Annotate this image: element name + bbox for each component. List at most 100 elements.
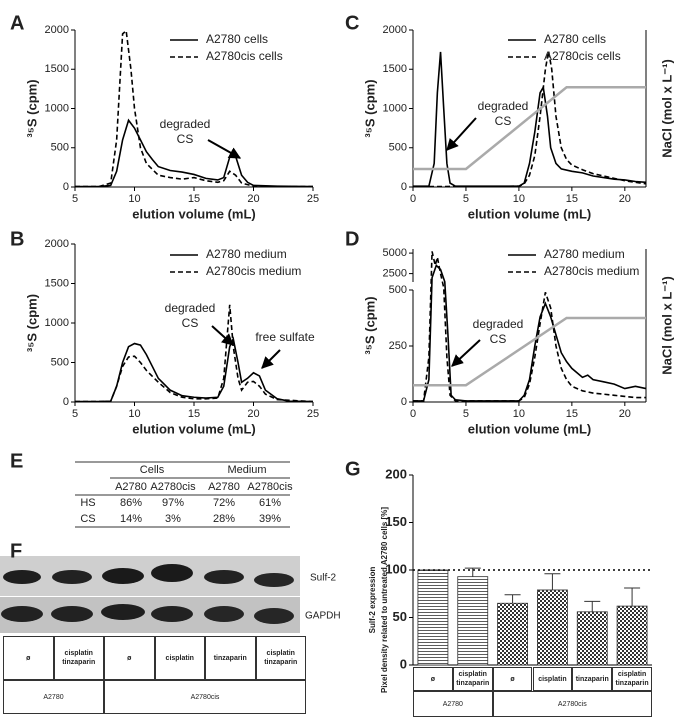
group-label: A2780cis bbox=[104, 680, 306, 714]
bar bbox=[497, 602, 528, 666]
band-label: GAPDH bbox=[305, 611, 341, 622]
lane-label: ø bbox=[3, 636, 54, 680]
x-tick-label: 15 bbox=[566, 193, 578, 205]
x-axis-label: elution volume (mL) bbox=[468, 421, 592, 436]
lane-label: cisplatin bbox=[154, 636, 205, 680]
bar bbox=[417, 569, 449, 666]
legend-label: A2780cis cells bbox=[206, 49, 283, 63]
annotation: CS bbox=[182, 316, 199, 330]
table-cell: 97% bbox=[162, 497, 184, 509]
category-label: tinzaparin bbox=[572, 667, 613, 691]
y-axis-label: ³⁵S (cpm) bbox=[24, 79, 39, 137]
annotation: free sulfate bbox=[255, 330, 315, 344]
x-tick-label: 20 bbox=[619, 408, 631, 420]
x-tick-label: 20 bbox=[247, 408, 259, 420]
x-tick-label: 5 bbox=[72, 193, 78, 205]
y-tick-label: 1000 bbox=[45, 102, 69, 114]
y-axis-label: ³⁵S (cpm) bbox=[362, 79, 377, 137]
y-tick-label: 2000 bbox=[45, 24, 69, 36]
series-line bbox=[412, 51, 647, 188]
band-label: Sulf-2 bbox=[310, 573, 337, 584]
series-line bbox=[75, 304, 314, 403]
annotation-arrow bbox=[261, 349, 281, 369]
x-tick-label: 0 bbox=[410, 193, 416, 205]
group-label: A2780 bbox=[413, 691, 493, 717]
category-label: ø bbox=[492, 667, 533, 691]
x-tick-label: 15 bbox=[188, 408, 200, 420]
y-tick-label: 2000 bbox=[383, 24, 407, 36]
series-line bbox=[413, 86, 646, 171]
legend-label: A2780 medium bbox=[206, 247, 287, 261]
x-tick-label: 0 bbox=[410, 408, 416, 420]
table-cell: 61% bbox=[259, 497, 281, 509]
lane-label: cisplatin tinzaparin bbox=[255, 636, 306, 680]
table-cell: HS bbox=[80, 497, 95, 509]
y-tick-label: 500 bbox=[51, 356, 69, 368]
x-axis-label: elution volume (mL) bbox=[468, 206, 592, 221]
table-cell: 3% bbox=[165, 513, 181, 525]
y-axis-label: ³⁵S (cpm) bbox=[362, 296, 377, 354]
x-tick-label: 10 bbox=[128, 408, 140, 420]
y-tick-label: 500 bbox=[51, 142, 69, 154]
category-label: cisplatin tinzaparin bbox=[452, 667, 493, 691]
y-tick-label: 0 bbox=[401, 181, 407, 193]
x-tick-label: 20 bbox=[247, 193, 259, 205]
y-tick-label: 200 bbox=[385, 466, 407, 481]
category-label: ø bbox=[413, 667, 453, 691]
panel-label: G bbox=[345, 458, 361, 480]
x-tick-label: 25 bbox=[307, 193, 319, 205]
legend-label: A2780cis medium bbox=[544, 264, 639, 278]
annotation: CS bbox=[490, 332, 507, 346]
series-line bbox=[413, 51, 647, 188]
error-bar bbox=[544, 573, 561, 590]
panel-label: B bbox=[10, 228, 24, 250]
x-tick-label: 5 bbox=[72, 408, 78, 420]
y-tick-label: 500 bbox=[389, 284, 407, 296]
panel-label: C bbox=[345, 12, 359, 34]
annotation: CS bbox=[495, 114, 512, 128]
error-bar bbox=[504, 594, 521, 604]
bar bbox=[457, 576, 489, 666]
table-column: A2780cis bbox=[247, 481, 293, 493]
table-cell: 14% bbox=[120, 513, 142, 525]
legend-label: A2780 cells bbox=[544, 32, 606, 46]
annotation-arrow bbox=[451, 339, 481, 367]
annotation: degraded bbox=[165, 301, 216, 315]
error-bar bbox=[624, 587, 641, 607]
category-label: cisplatin tinzaparin bbox=[612, 667, 652, 691]
legend-label: A2780 medium bbox=[544, 247, 625, 261]
y-tick-label: 0 bbox=[401, 396, 407, 408]
group-label: A2780cis bbox=[492, 691, 652, 717]
series-line bbox=[413, 251, 646, 402]
bar bbox=[616, 605, 648, 666]
category-label: cisplatin bbox=[532, 667, 573, 691]
y-tick-label: 500 bbox=[389, 142, 407, 154]
lane-label: ø bbox=[104, 636, 155, 680]
legend-label: A2780 cells bbox=[206, 32, 268, 46]
y-tick-label: 1500 bbox=[45, 63, 69, 75]
annotation: degraded bbox=[473, 317, 524, 331]
table-group: Medium bbox=[227, 464, 266, 476]
y-tick-label: 0 bbox=[63, 181, 69, 193]
x-axis-label: elution volume (mL) bbox=[132, 421, 256, 436]
annotation-arrow bbox=[207, 139, 242, 159]
x-tick-label: 5 bbox=[463, 408, 469, 420]
series-line bbox=[75, 29, 313, 188]
annotation: CS bbox=[177, 132, 194, 146]
y-tick-label: 0 bbox=[63, 396, 69, 408]
table-column: A2780cis bbox=[150, 481, 196, 493]
x-tick-label: 10 bbox=[513, 193, 525, 205]
table-group: Cells bbox=[140, 464, 165, 476]
annotation: degraded bbox=[478, 99, 529, 113]
y-axis-label: Pixel density related to untreated A2780… bbox=[380, 507, 389, 693]
legend-label: A2780cis cells bbox=[544, 49, 621, 63]
annotation-arrow bbox=[211, 325, 234, 346]
x-tick-label: 10 bbox=[128, 193, 140, 205]
y2-axis-label: NaCl (mol x L⁻¹) bbox=[659, 276, 674, 375]
table-column: A2780 bbox=[208, 481, 240, 493]
y-tick-label: 1000 bbox=[383, 102, 407, 114]
error-bar bbox=[464, 567, 481, 577]
y-tick-label: 0 bbox=[400, 656, 407, 671]
y-axis-label: Sulf-2 expression bbox=[368, 567, 377, 634]
